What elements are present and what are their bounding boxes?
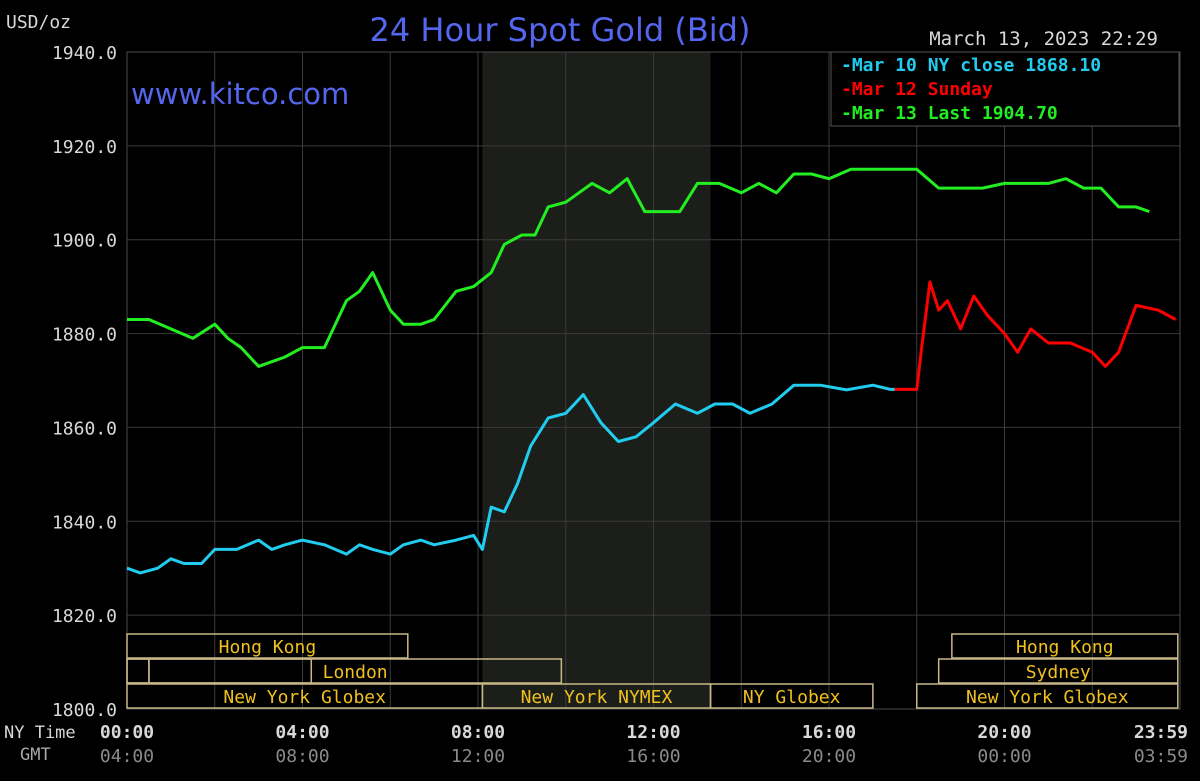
x-tick-label-ny: 08:00 [451,722,505,743]
y-tick-label: 1800.0 [52,700,117,721]
y-axis-unit: USD/oz [6,12,71,33]
series-line [894,280,1177,391]
legend-entry: -Mar 12 Sunday [841,79,993,100]
session-box [951,633,1179,659]
x-tick-label-gmt: 20:00 [802,746,856,767]
y-tick-label: 1900.0 [52,231,117,252]
x-tick-label-gmt: 04:00 [100,746,154,767]
session-label: NY Globex [743,687,841,708]
y-tick-label: 1840.0 [52,512,117,533]
session-box [709,683,874,709]
x-tick-label-gmt: 00:00 [977,746,1031,767]
x-tick-label-gmt: 03:59 [1134,746,1188,767]
session-label: London [323,662,388,683]
session-label: New York Globex [966,687,1129,708]
x-axis-ny-label: NY Time [4,723,76,743]
plot-frame [126,51,1181,710]
session-label: Sydney [1026,662,1091,683]
y-tick-label: 1880.0 [52,325,117,346]
series-line [127,167,1150,368]
nymex-session-shading [482,52,711,709]
x-tick-label-gmt: 12:00 [451,746,505,767]
x-tick-label-ny: 04:00 [275,722,329,743]
x-tick-label-ny: 23:59 [1134,722,1188,743]
session-box [937,658,1179,684]
session-box [148,658,563,684]
y-tick-label: 1940.0 [52,43,117,64]
y-tick-label: 1920.0 [52,137,117,158]
session-label: New York Globex [223,687,386,708]
x-tick-label-ny: 12:00 [626,722,680,743]
session-label: Hong Kong [1016,637,1114,658]
x-tick-label-gmt: 08:00 [275,746,329,767]
session-box [126,658,313,684]
session-label: Hong Kong [219,637,317,658]
session-box [916,683,1179,709]
session-box [126,633,409,659]
legend-box [830,51,1180,127]
x-tick-label-gmt: 16:00 [626,746,680,767]
x-tick-label-ny: 16:00 [802,722,856,743]
y-tick-label: 1860.0 [52,418,117,439]
timestamp: March 13, 2023 22:29 [929,28,1158,50]
legend-entry: -Mar 13 Last 1904.70 [841,103,1058,124]
x-axis-gmt-label: GMT [20,745,51,765]
y-tick-label: 1820.0 [52,606,117,627]
x-tick-label-ny: 00:00 [100,722,154,743]
series-line [126,383,895,575]
session-box [126,658,150,684]
legend-entry: -Mar 10 NY close 1868.10 [841,55,1101,76]
chart-title: 24 Hour Spot Gold (Bid) [370,11,751,49]
x-tick-label-ny: 20:00 [977,722,1031,743]
site-url: www.kitco.com [131,77,349,111]
session-label: New York NYMEX [521,687,673,708]
